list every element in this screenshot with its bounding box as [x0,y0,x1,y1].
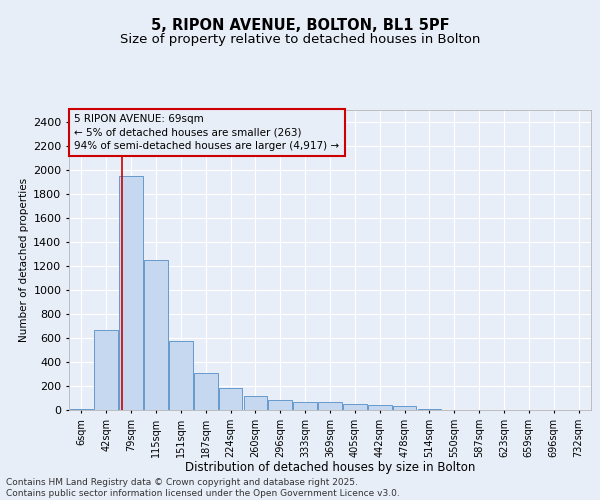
Bar [169,341,193,410]
Bar [144,260,168,410]
Bar [318,402,342,410]
Y-axis label: Number of detached properties: Number of detached properties [19,178,29,342]
Bar [293,402,317,410]
Bar [268,400,292,410]
Text: Size of property relative to detached houses in Bolton: Size of property relative to detached ho… [120,32,480,46]
X-axis label: Distribution of detached houses by size in Bolton: Distribution of detached houses by size … [185,461,475,474]
Bar [119,176,143,410]
Bar [393,406,416,410]
Bar [194,373,218,410]
Bar [70,409,93,410]
Bar [244,396,267,410]
Bar [94,330,118,410]
Bar [219,388,242,410]
Text: 5 RIPON AVENUE: 69sqm
← 5% of detached houses are smaller (263)
94% of semi-deta: 5 RIPON AVENUE: 69sqm ← 5% of detached h… [74,114,340,151]
Text: Contains HM Land Registry data © Crown copyright and database right 2025.
Contai: Contains HM Land Registry data © Crown c… [6,478,400,498]
Text: 5, RIPON AVENUE, BOLTON, BL1 5PF: 5, RIPON AVENUE, BOLTON, BL1 5PF [151,18,449,32]
Bar [343,404,367,410]
Bar [368,405,392,410]
